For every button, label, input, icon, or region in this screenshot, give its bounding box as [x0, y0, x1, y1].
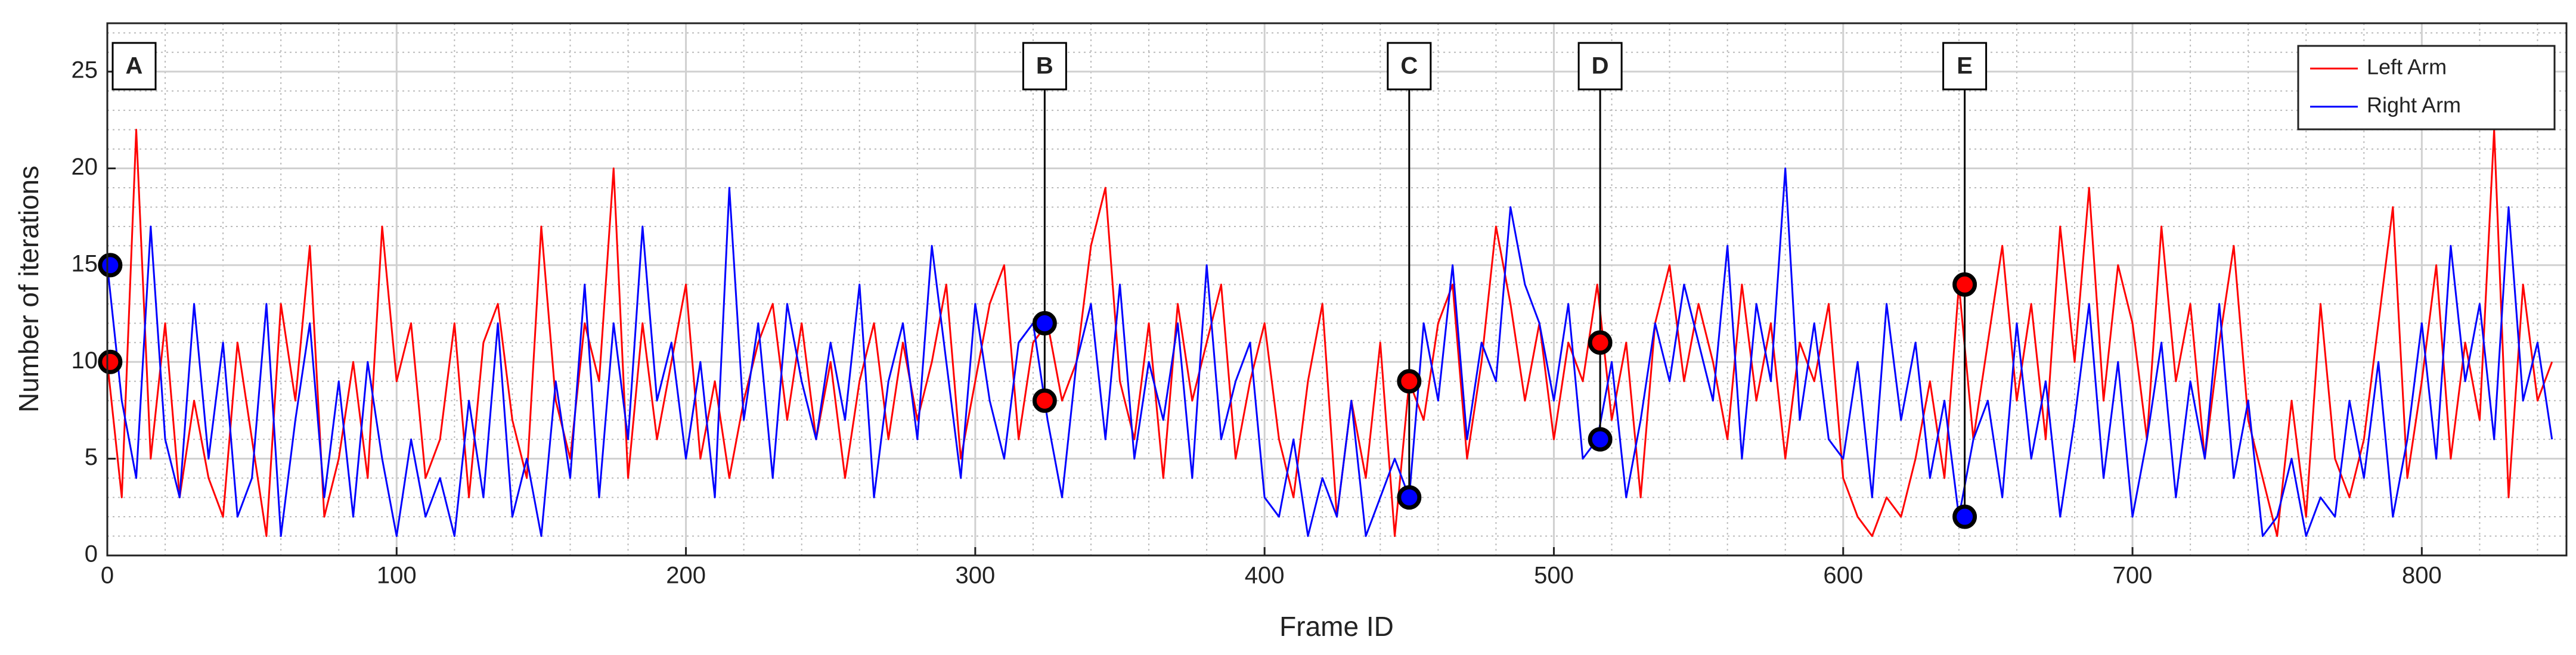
- y-axis-label: Number of iterations: [13, 166, 44, 412]
- annotation-marker: [1588, 427, 1613, 452]
- x-axis-label: Frame ID: [1279, 611, 1394, 642]
- annotation-box: [111, 42, 157, 91]
- y-tick-label: 15: [72, 250, 98, 277]
- data-line: [106, 167, 2553, 538]
- annotation: D: [1577, 42, 1623, 452]
- plot-frame: [106, 22, 2568, 557]
- x-tick-label: 0: [101, 563, 114, 589]
- legend-box: [2297, 45, 2556, 131]
- annotation-box: [1942, 42, 1988, 91]
- annotation-marker: [1032, 311, 1057, 336]
- legend-label: Left Arm: [2367, 55, 2447, 79]
- y-tick-label: 5: [85, 444, 98, 470]
- annotation-marker: [98, 253, 123, 278]
- annotation-marker: [1032, 388, 1057, 413]
- annotation-label: D: [1592, 53, 1609, 79]
- annotation: C: [1387, 42, 1432, 510]
- annotation-label: E: [1957, 53, 1973, 79]
- annotation: A: [98, 42, 157, 374]
- x-tick-label: 600: [1823, 563, 1863, 589]
- legend: Left Arm Right Arm: [2297, 45, 2556, 131]
- annotation-label: C: [1400, 53, 1418, 79]
- annotation-marker: [1397, 369, 1422, 394]
- x-tick-label: 100: [377, 563, 417, 589]
- annotation-marker: [1952, 272, 1977, 297]
- y-tick-label: 0: [85, 541, 98, 567]
- annotation-marker: [98, 349, 123, 374]
- annotation-marker: [1952, 504, 1977, 529]
- x-tick-label: 700: [2113, 563, 2153, 589]
- y-tick-label: 25: [72, 57, 98, 83]
- annotation: B: [1022, 42, 1067, 413]
- annotation-box: [1022, 42, 1067, 91]
- annotation: E: [1942, 42, 1988, 529]
- annotation-label: A: [126, 53, 143, 79]
- x-tick-label: 300: [956, 563, 996, 589]
- annotation-marker: [1588, 330, 1613, 355]
- annotation-marker: [1397, 485, 1422, 510]
- y-tick-label: 10: [72, 347, 98, 374]
- annotation-label: B: [1036, 53, 1053, 79]
- legend-label: Right Arm: [2367, 93, 2461, 117]
- y-tick-label: 20: [72, 154, 98, 180]
- x-tick-label: 500: [1534, 563, 1574, 589]
- x-tick-label: 800: [2402, 563, 2442, 589]
- x-tick-label: 200: [666, 563, 706, 589]
- annotation-box: [1387, 42, 1432, 91]
- annotation-box: [1577, 42, 1623, 91]
- x-tick-label: 400: [1245, 563, 1285, 589]
- data-line: [106, 129, 2553, 538]
